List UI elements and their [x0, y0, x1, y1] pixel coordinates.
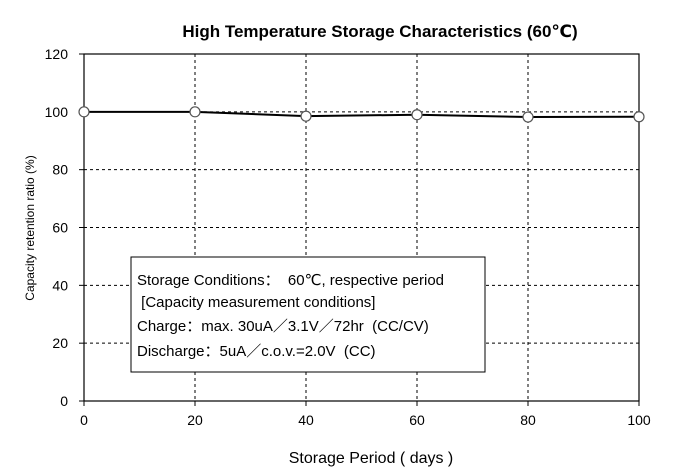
x-tick-label: 100 [627, 412, 651, 428]
x-axis-ticks: 0 20 40 60 80 100 [80, 401, 651, 428]
data-point [300, 110, 312, 122]
x-axis-label: Storage Period ( days ) [289, 450, 454, 467]
y-axis-label: Capacity retention ratio (%) [23, 155, 37, 300]
y-axis-ticks: 0 20 40 60 80 100 120 [45, 46, 84, 409]
data-point [189, 106, 201, 118]
annotation-line-4: Discharge：5uA／c.o.v.=2.0V (CC) [137, 343, 376, 360]
y-tick-label: 20 [52, 335, 68, 351]
x-tick-label: 40 [298, 412, 314, 428]
series-layer [78, 106, 645, 123]
y-tick-label: 60 [52, 220, 68, 236]
annotation-line-1: Storage Conditions： 60℃, respective peri… [137, 272, 444, 289]
data-point [522, 111, 534, 123]
x-tick-label: 60 [409, 412, 425, 428]
annotation-line-2: [Capacity measurement conditions] [137, 294, 375, 311]
annotation-box: Storage Conditions： 60℃, respective peri… [130, 256, 486, 373]
y-tick-label: 100 [45, 104, 69, 120]
y-tick-label: 0 [60, 393, 68, 409]
y-tick-label: 40 [52, 277, 68, 293]
data-point [411, 109, 423, 121]
chart-title: High Temperature Storage Characteristics… [182, 22, 577, 41]
x-tick-label: 80 [520, 412, 536, 428]
x-tick-label: 0 [80, 412, 88, 428]
annotation-line-3: Charge：max. 30uA／3.1V／72hr (CC/CV) [137, 318, 429, 335]
data-point [78, 106, 90, 118]
y-tick-label: 80 [52, 162, 68, 178]
x-tick-label: 20 [187, 412, 203, 428]
series-line [84, 110, 640, 119]
y-tick-label: 120 [45, 46, 69, 62]
data-point [633, 111, 645, 123]
